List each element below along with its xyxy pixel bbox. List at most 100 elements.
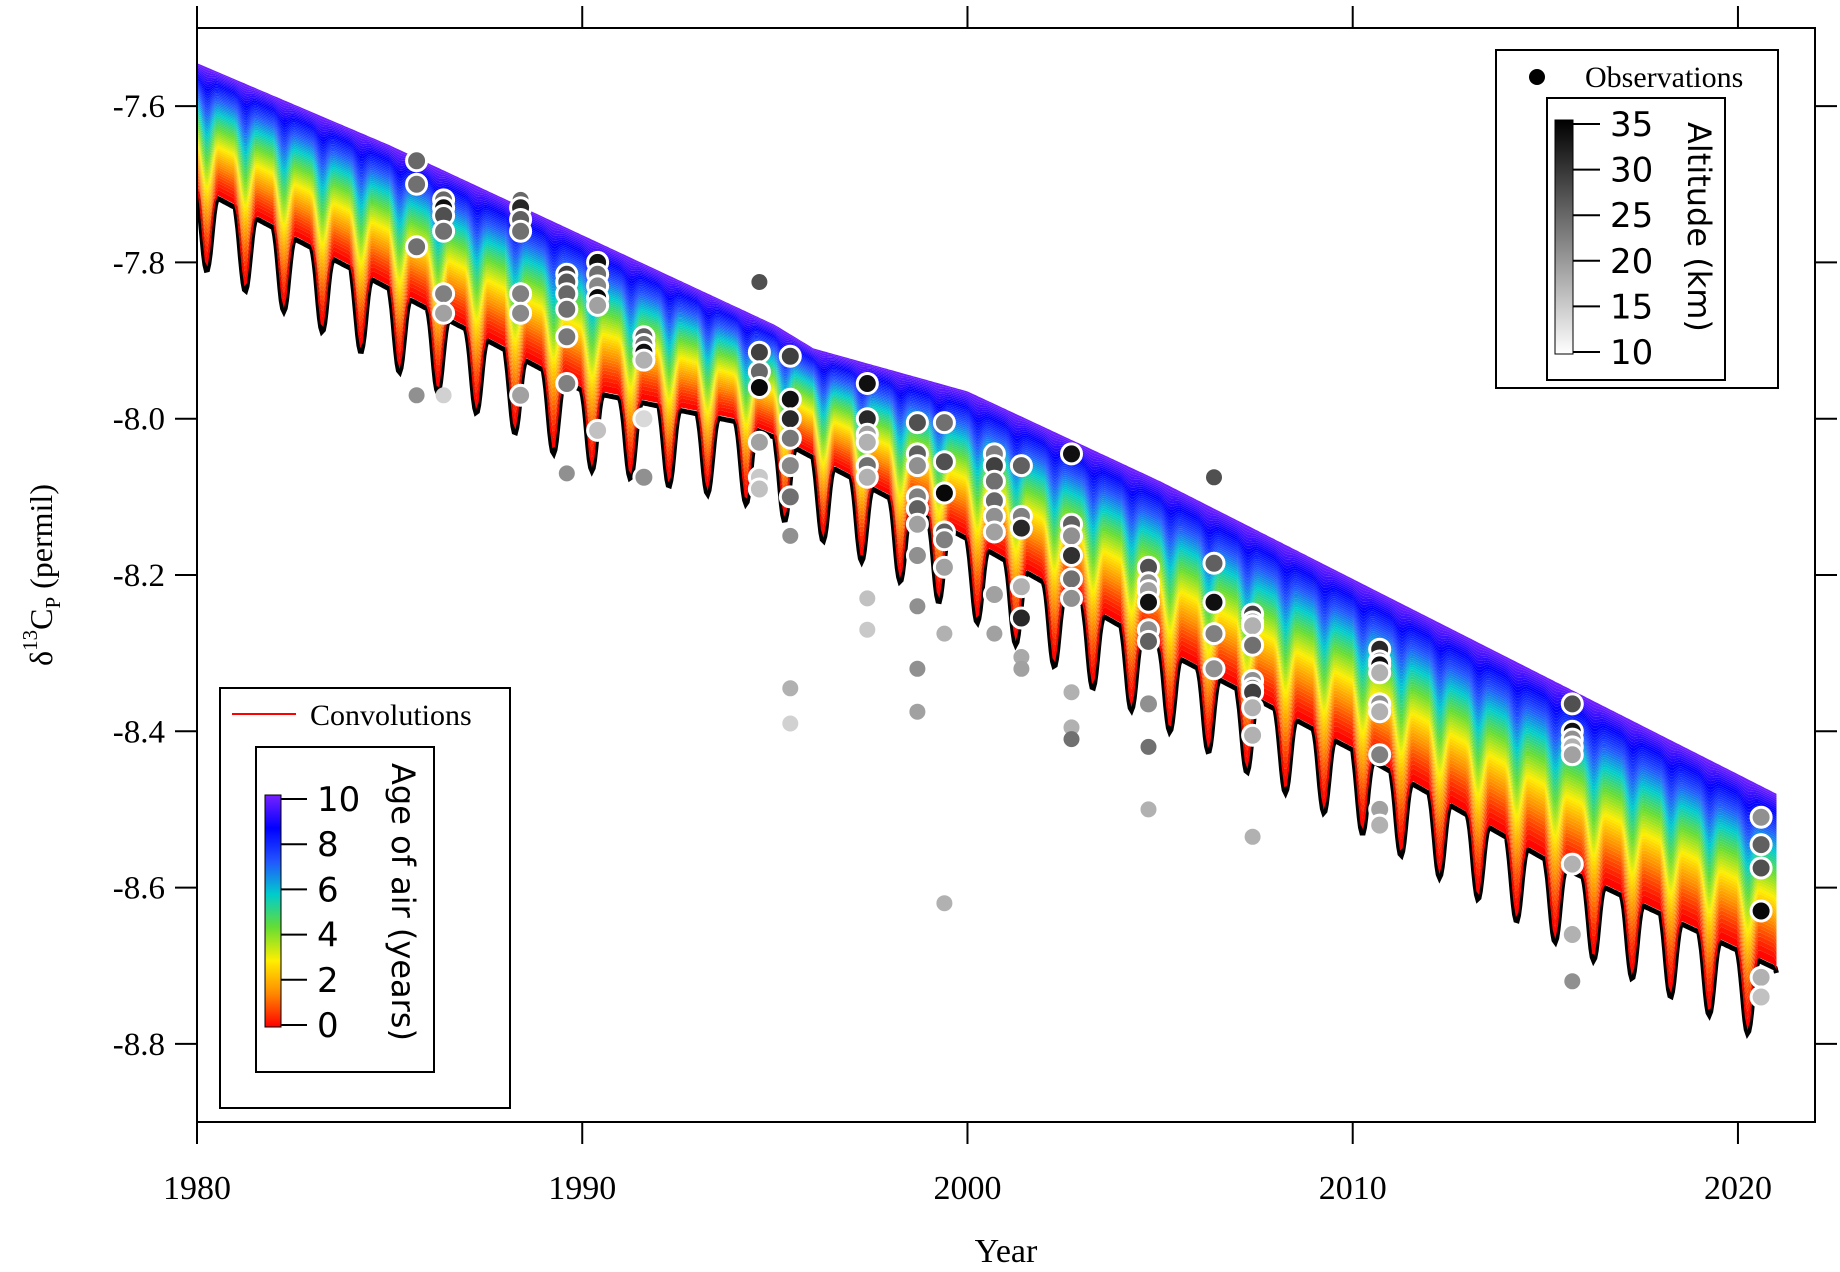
observation-point — [555, 372, 579, 395]
observation-point — [747, 430, 771, 454]
observation-point — [1241, 696, 1265, 720]
observation-point — [859, 590, 876, 607]
altitude-colorbar-tick-label: 30 — [1610, 151, 1653, 191]
age-colorbar — [264, 794, 282, 1028]
age-colorbar-tick-label: 8 — [317, 825, 339, 865]
observation-point — [1206, 469, 1222, 486]
observation-point — [509, 219, 533, 243]
observation-point — [1560, 743, 1584, 767]
observation-point — [1241, 723, 1265, 747]
observation-point — [936, 895, 953, 912]
x-tick-label: 2000 — [933, 1170, 1001, 1207]
observation-point — [1749, 965, 1773, 989]
axis-ticks: 1980 1990 2000 2010 2020-7.6-7.8-8.0-8.2-8.4… — [113, 6, 1837, 1207]
observation-point — [1749, 833, 1773, 857]
observation-point — [432, 219, 456, 243]
observation-point — [782, 680, 799, 697]
altitude-colorbar-tick-label: 25 — [1610, 196, 1653, 236]
observation-point — [1009, 454, 1033, 478]
age-colorbar-label: Age of air (years) — [384, 763, 422, 1041]
observation-point — [1749, 899, 1773, 923]
observation-point — [932, 528, 956, 552]
observation-point — [1749, 856, 1773, 880]
convolution-minimum-line — [197, 191, 1779, 1039]
observation-point — [1368, 661, 1392, 685]
observation-point — [747, 340, 771, 364]
observation-point — [632, 465, 656, 489]
convolution-band-layer — [197, 78, 1777, 817]
observation-point — [778, 426, 802, 450]
observation-point — [586, 293, 610, 317]
observation-point — [782, 527, 799, 544]
observation-point — [855, 465, 879, 489]
y-tick-label: -8.0 — [113, 402, 165, 438]
observation-point — [1060, 442, 1083, 466]
observation-points — [405, 149, 1773, 1009]
observation-point — [905, 454, 929, 478]
observation-point — [405, 149, 429, 173]
observation-point — [1060, 544, 1083, 567]
observation-point — [1060, 567, 1083, 591]
observation-point — [1368, 743, 1392, 767]
observation-point — [855, 430, 879, 454]
y-axis-label-units: (permil) — [23, 484, 59, 597]
convolution-band-layer — [197, 76, 1777, 815]
x-tick-label: 2010 — [1319, 1170, 1387, 1207]
observation-point — [1013, 660, 1030, 677]
observation-point — [586, 418, 610, 442]
observation-point — [982, 583, 1006, 606]
observation-point — [408, 387, 425, 404]
age-colorbar-ticks: 0 2 4 6 8 10 — [281, 780, 360, 1046]
y-tick-label: -8.2 — [113, 558, 165, 594]
observation-point — [1137, 629, 1160, 653]
observation-point — [1063, 684, 1080, 701]
altitude-colorbar-frame — [1546, 97, 1726, 381]
observation-point — [435, 387, 452, 404]
observation-point — [1009, 516, 1033, 540]
observation-point — [1241, 614, 1265, 638]
observation-point — [1560, 923, 1584, 946]
altitude-colorbar-tick-label: 15 — [1610, 287, 1653, 327]
observation-point — [778, 407, 802, 431]
observation-point — [632, 407, 656, 431]
observation-point — [1564, 973, 1581, 990]
observation-point — [747, 477, 771, 501]
y-tick-label: -7.6 — [113, 89, 165, 125]
observation-point — [1244, 828, 1261, 845]
observation-point — [778, 454, 802, 478]
altitude-colorbar-tick-label: 20 — [1610, 242, 1653, 282]
observation-point — [932, 481, 956, 505]
convolutions-legend-label: Convolutions — [310, 699, 472, 732]
observation-point — [509, 282, 533, 306]
convolution-band-layer — [197, 79, 1777, 820]
x-tick-label: 2020 — [1704, 1170, 1772, 1207]
observation-point — [1013, 649, 1030, 665]
observation-point — [1749, 985, 1773, 1009]
observation-point — [986, 625, 1003, 642]
observation-point — [932, 411, 956, 435]
y-tick-label: -8.4 — [113, 714, 165, 750]
x-axis-label: Year — [975, 1233, 1038, 1270]
observation-point — [509, 383, 533, 407]
observation-point — [1202, 551, 1226, 575]
observation-point — [432, 301, 456, 325]
observation-point — [782, 715, 799, 732]
observations-legend: Observations 10 15 20 25 30 35 Altitude (km) — [1495, 49, 1779, 389]
observation-point — [1063, 719, 1080, 736]
y-tick-label: -8.8 — [113, 1027, 165, 1063]
x-tick-label: 1980 — [163, 1170, 231, 1207]
x-tick-label: 1990 — [548, 1170, 616, 1207]
age-colorbar-tick-label: 4 — [317, 916, 339, 956]
observation-point — [778, 387, 802, 411]
observation-point — [936, 625, 953, 642]
observation-point — [1202, 590, 1226, 614]
observation-point — [558, 465, 575, 482]
observation-point — [555, 325, 579, 349]
observations-legend-label: Observations — [1585, 61, 1743, 94]
observation-point — [1368, 813, 1392, 837]
observation-point — [859, 621, 876, 638]
observation-point — [405, 172, 429, 196]
observation-point — [747, 376, 771, 399]
age-colorbar-tick-label: 6 — [317, 870, 339, 910]
